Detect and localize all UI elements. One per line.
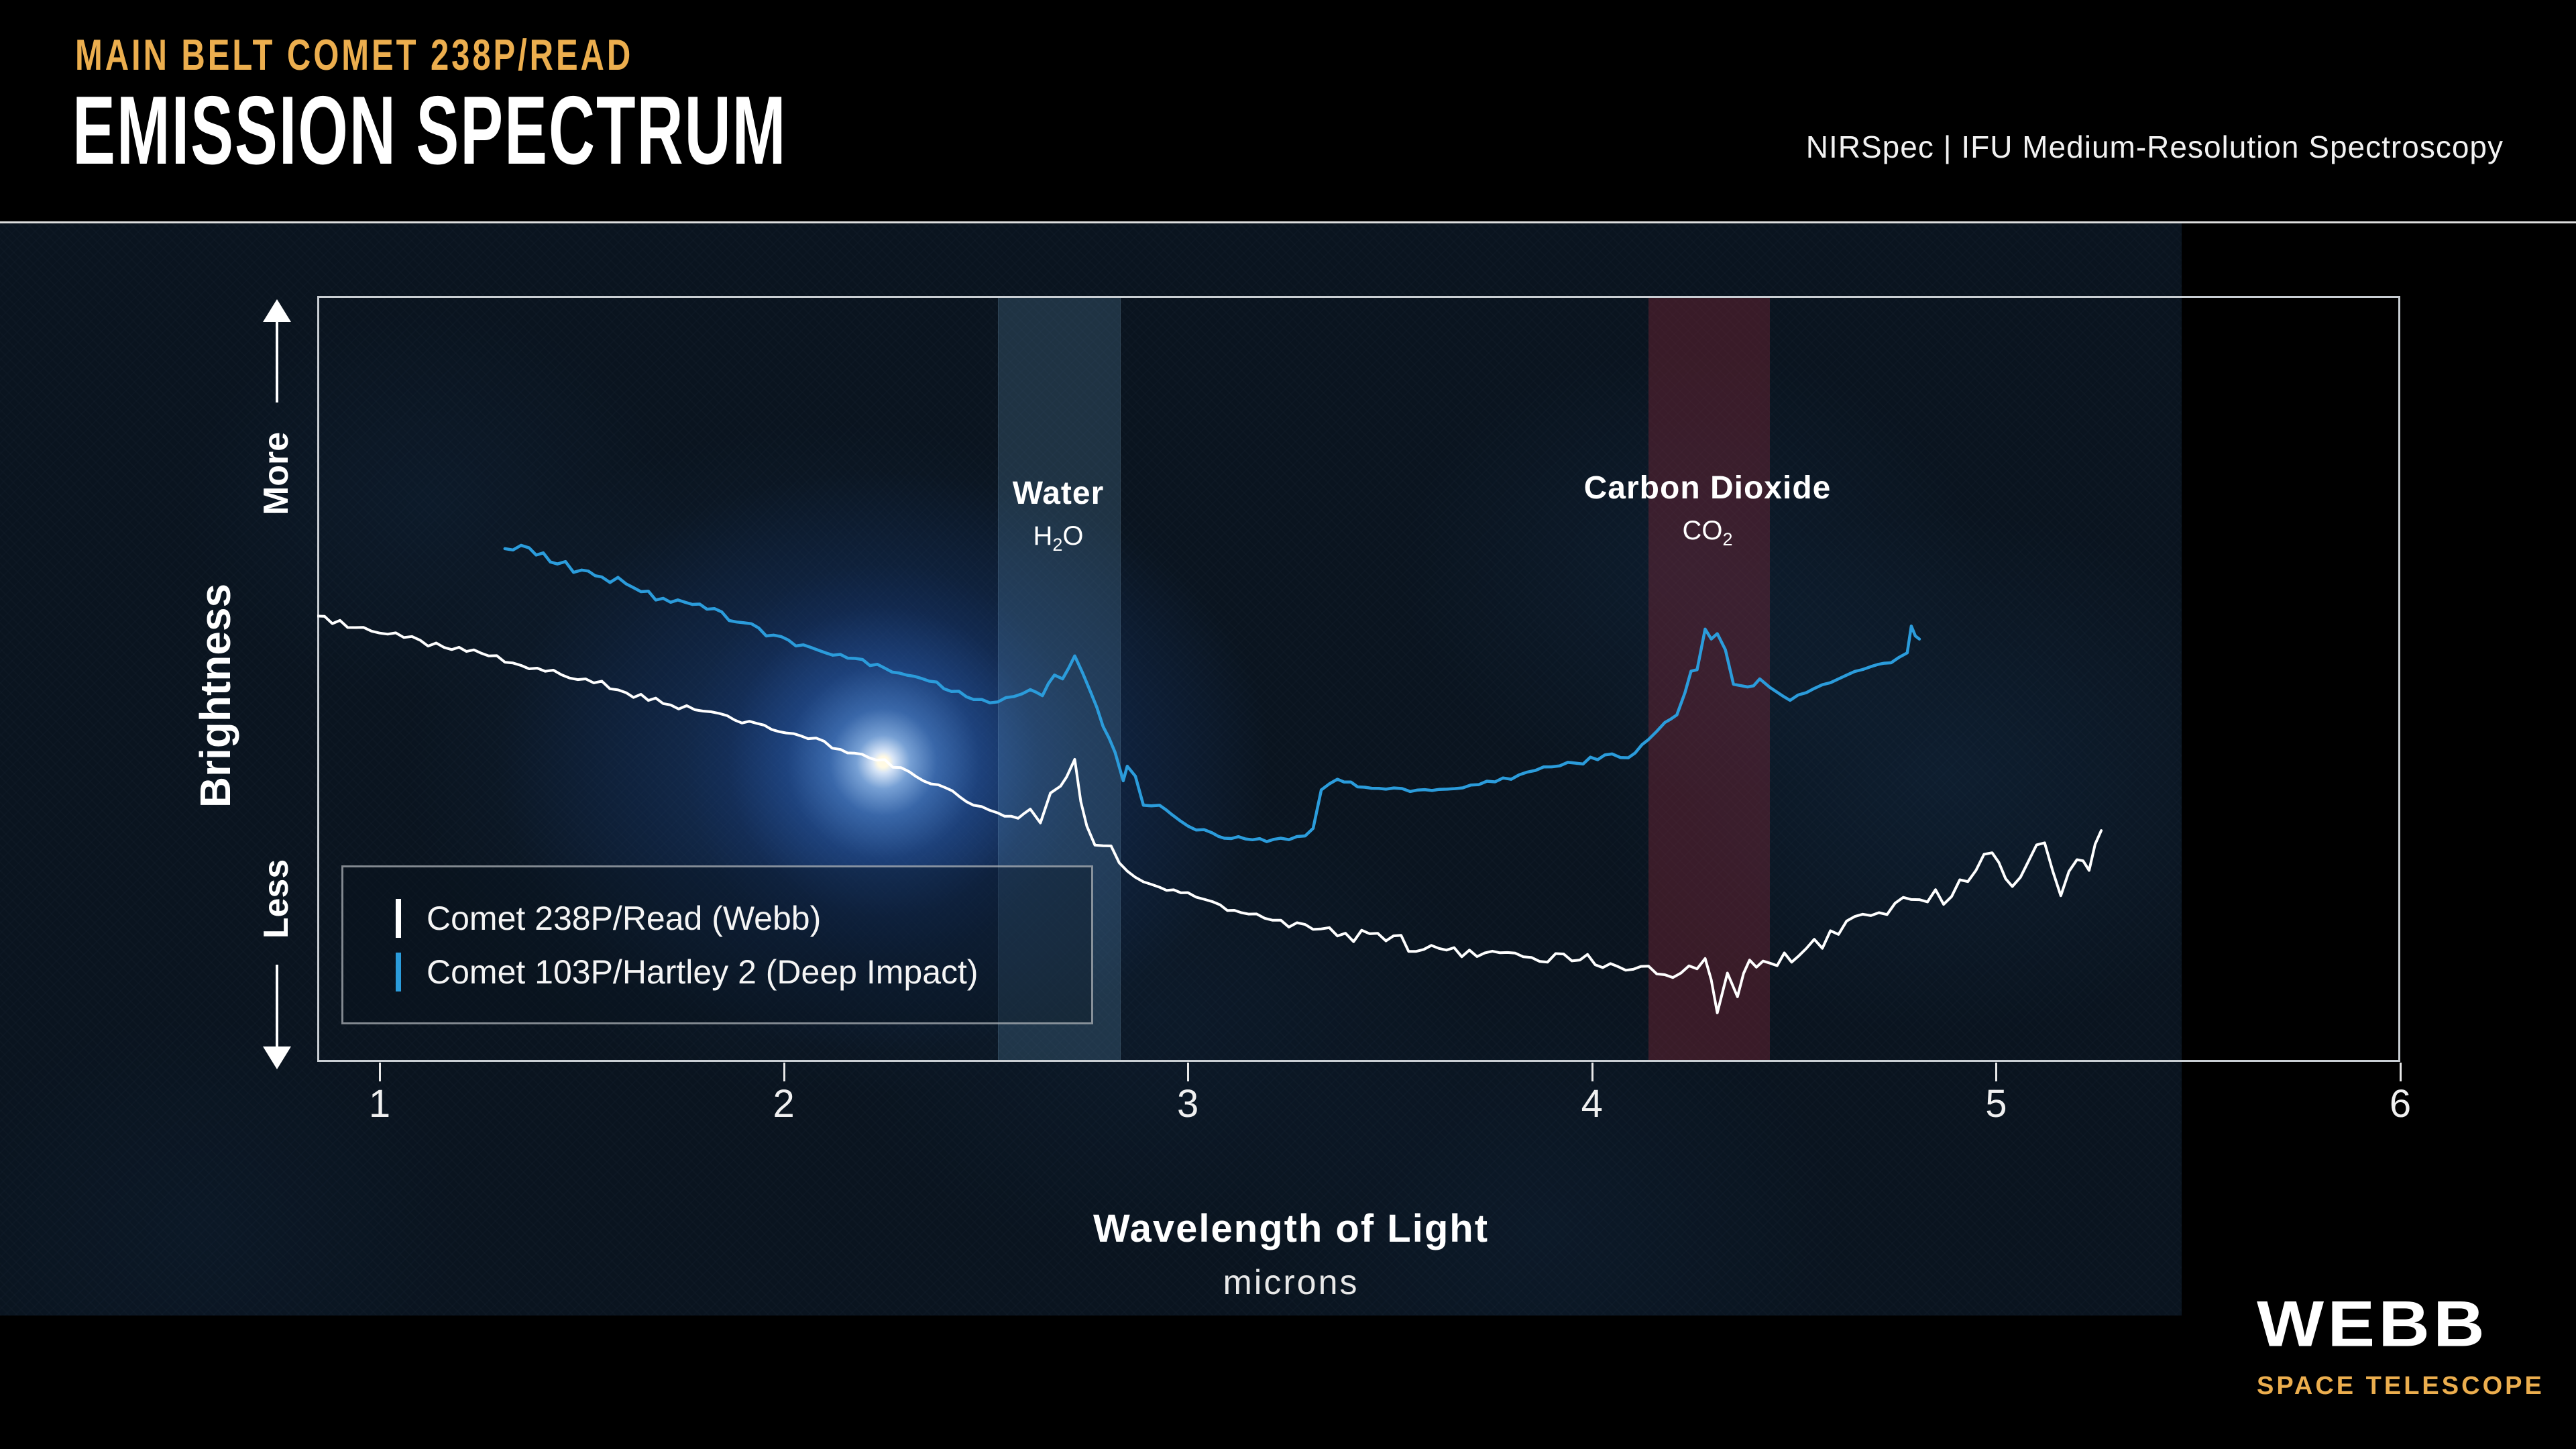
x-tick-label: 6 [2389, 1082, 2412, 1126]
co2-annotation-formula: CO2 [1506, 516, 1909, 550]
co2-annotation-name: Carbon Dioxide [1583, 470, 1832, 506]
formula-sub: 2 [1052, 535, 1063, 555]
read-spectrum-line [317, 614, 2103, 1014]
comet-image [615, 494, 1152, 1030]
instrument-label: NIRSpec | IFU Medium-Resolution Spectros… [1805, 129, 2504, 164]
background-image-panel [0, 223, 2182, 1316]
legend-swatch-hartley [396, 952, 401, 991]
legend-swatch-read [396, 898, 401, 938]
x-tick-label: 4 [1581, 1082, 1603, 1126]
x-tick-mark [1995, 1063, 1998, 1081]
x-tick-label: 1 [368, 1082, 391, 1126]
x-axis-title: Wavelength of Light [1093, 1207, 1490, 1250]
water-annotation-formula: H2O [924, 521, 1192, 555]
co2-emission-band [1648, 296, 1770, 1062]
x-tick-mark [783, 1063, 785, 1081]
y-axis-label: Brightness [191, 583, 239, 808]
webb-wordmark: WEBB [2257, 1287, 2488, 1360]
water-annotation-name: Water [1012, 476, 1105, 511]
less-arrow-icon [263, 1046, 291, 1069]
formula-tail: O [1062, 521, 1084, 551]
header-divider [0, 221, 2576, 223]
y-axis-less-label: Less [257, 859, 296, 939]
webb-logo: WEBB SPACE TELESCOPE [2257, 1287, 2544, 1401]
legend-label: Comet 103P/Hartley 2 (Deep Impact) [427, 953, 978, 991]
legend: Comet 238P/Read (Webb) Comet 103P/Hartle… [341, 865, 1093, 1024]
x-tick-label: 3 [1177, 1082, 1199, 1126]
x-tick-mark [379, 1063, 381, 1081]
more-arrow-stem [276, 322, 278, 402]
formula-main: CO [1682, 516, 1723, 545]
water-annotation: Water H2O [924, 475, 1192, 555]
co2-annotation: Carbon Dioxide CO2 [1506, 470, 1909, 550]
page-title: EMISSION SPECTRUM [72, 76, 787, 185]
y-axis-more-label: More [257, 431, 296, 516]
plot-frame [317, 296, 2400, 1062]
kicker-title: MAIN BELT COMET 238P/READ [75, 30, 634, 80]
webb-tagline: SPACE TELESCOPE [2257, 1372, 2544, 1400]
hartley2-spectrum-line [503, 543, 1921, 843]
legend-label: Comet 238P/Read (Webb) [427, 899, 822, 937]
x-tick-label: 5 [1985, 1082, 2007, 1126]
less-arrow-stem [276, 965, 278, 1046]
x-tick-mark [1591, 1063, 1593, 1081]
x-tick-mark [1187, 1063, 1190, 1081]
formula-main: H [1033, 521, 1053, 551]
legend-item-read: Comet 238P/Read (Webb) [396, 898, 1091, 938]
formula-sub: 2 [1722, 529, 1733, 549]
spectra-chart [317, 543, 2103, 1014]
x-axis-unit: microns [1223, 1263, 1359, 1302]
x-tick-label: 2 [773, 1082, 795, 1126]
legend-item-hartley: Comet 103P/Hartley 2 (Deep Impact) [396, 952, 1091, 991]
x-tick-mark [2400, 1063, 2402, 1081]
more-arrow-icon [263, 299, 291, 322]
